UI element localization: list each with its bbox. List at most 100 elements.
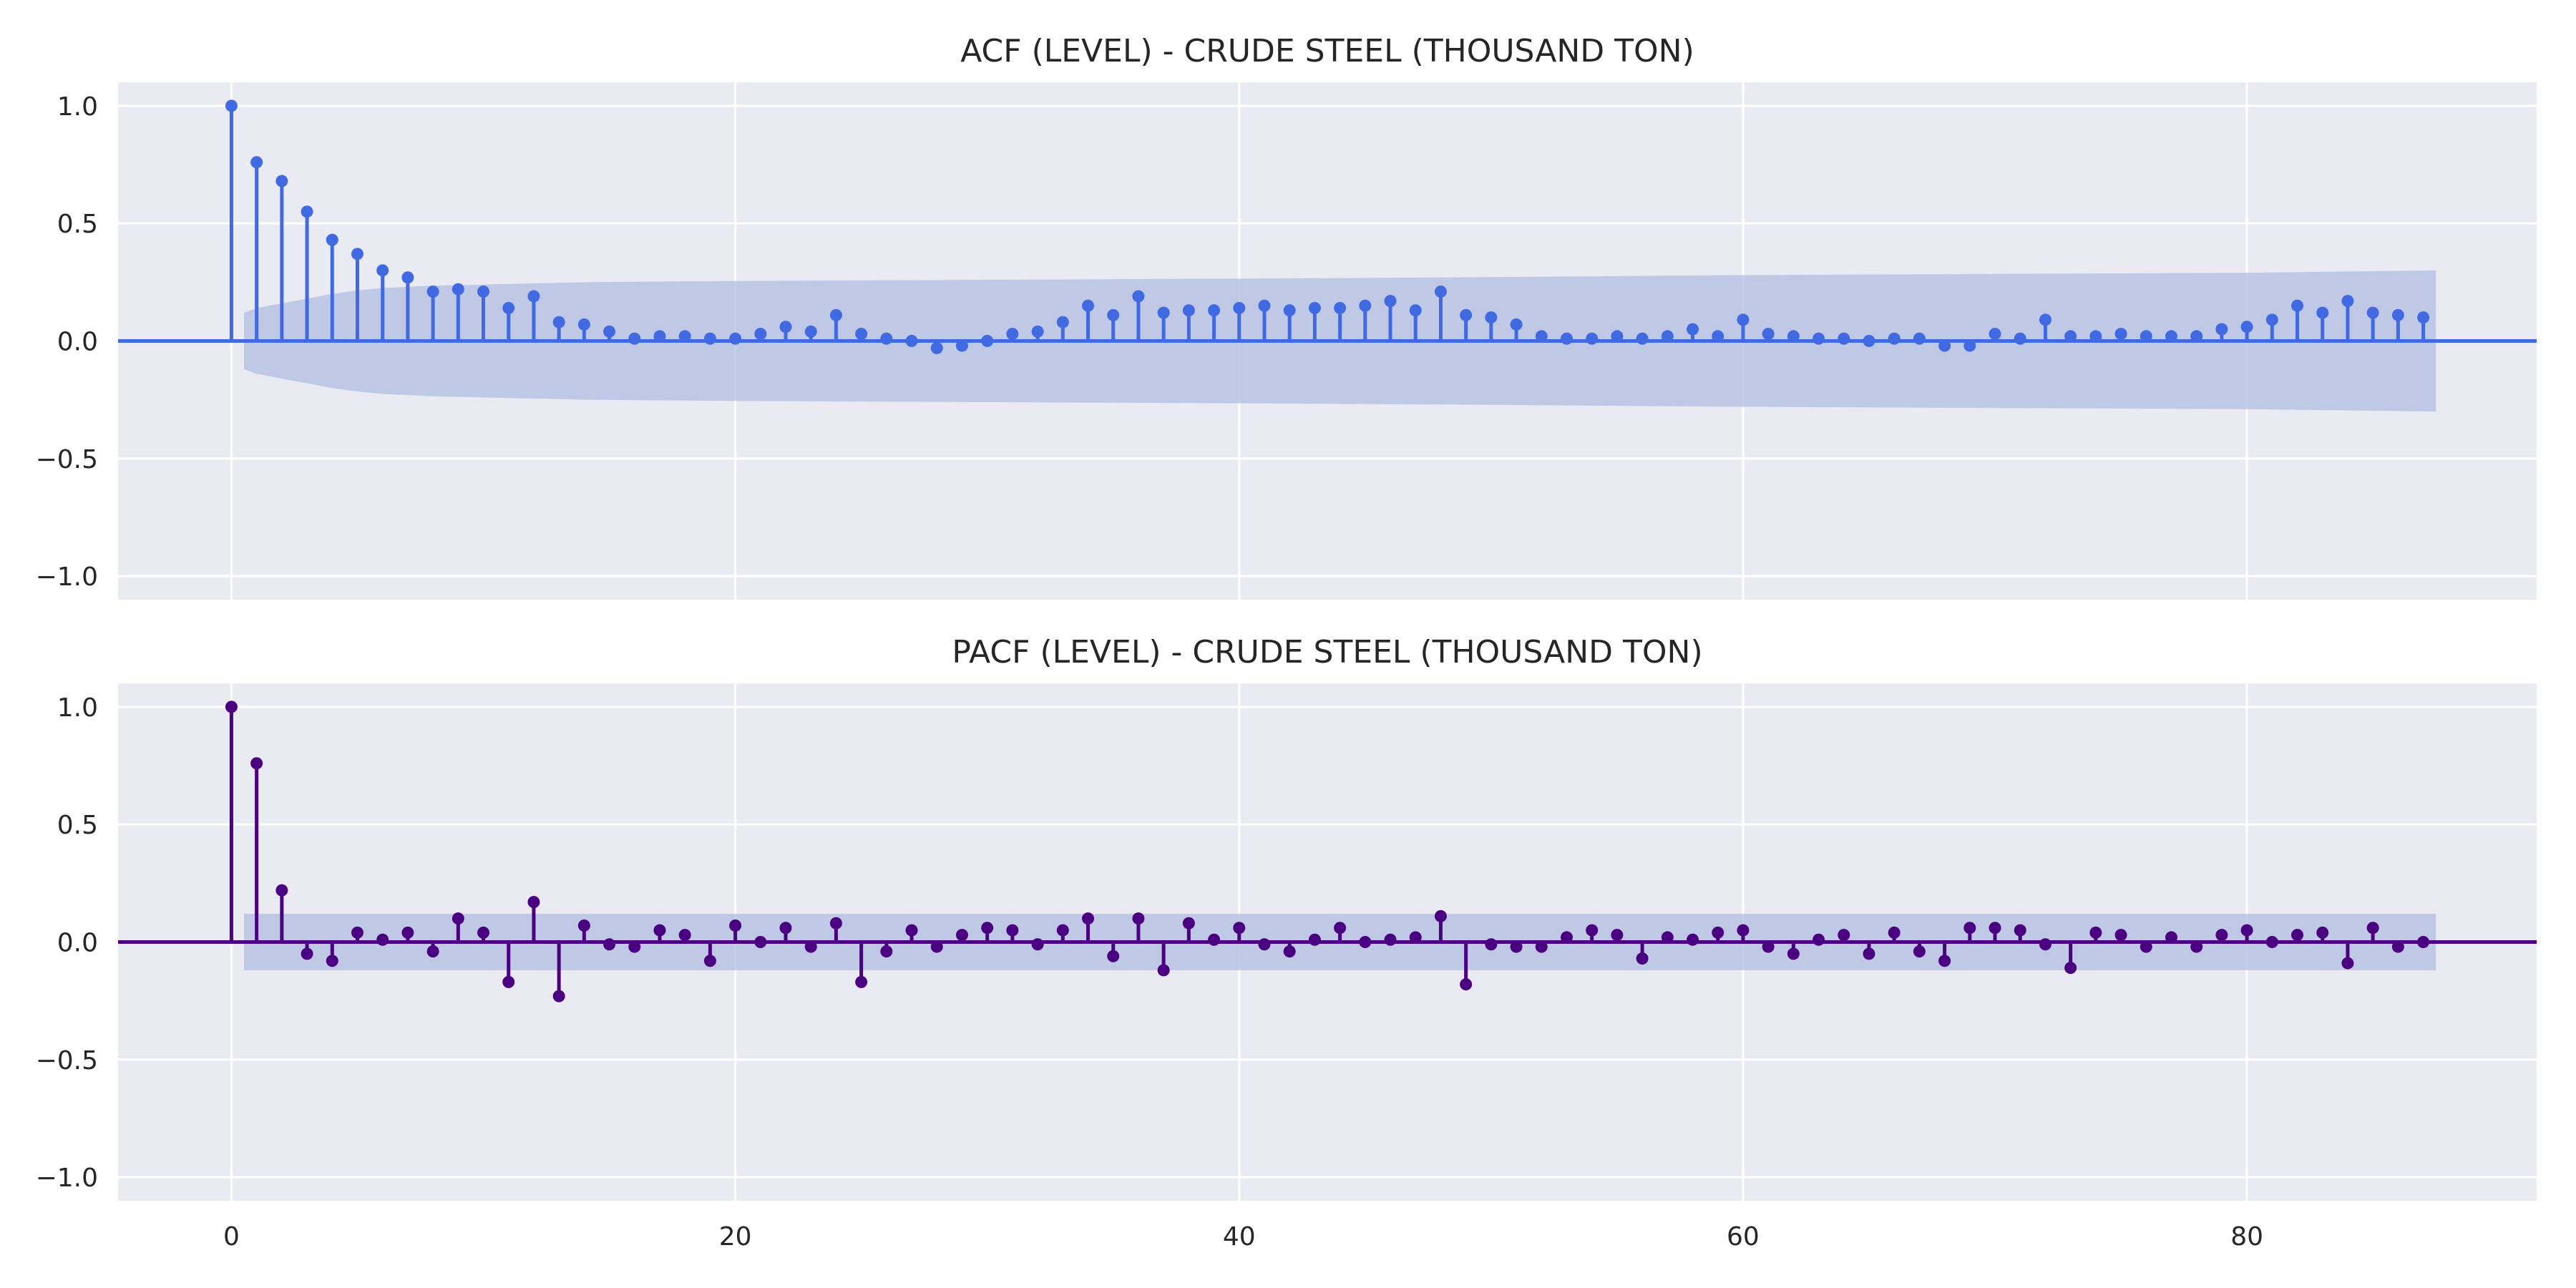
pacf-point	[754, 936, 767, 948]
pacf-point	[2215, 929, 2228, 942]
acf-point	[1560, 332, 1573, 345]
acf-point	[1107, 308, 1120, 321]
acf-point	[1334, 301, 1347, 314]
pacf-point	[250, 757, 263, 770]
acf-point	[1963, 339, 1976, 352]
pacf-point	[1737, 924, 1750, 937]
pacf-point	[1938, 955, 1951, 967]
acf-point	[225, 99, 238, 112]
acf-ytick-label: 0.5	[57, 210, 98, 239]
pacf-point	[1334, 922, 1347, 935]
acf-point	[1813, 332, 1825, 345]
acf-point	[1283, 304, 1296, 317]
pacf-point	[1460, 978, 1473, 991]
pacf-point	[2165, 931, 2177, 944]
pacf-point	[905, 924, 918, 937]
acf-point	[1233, 301, 1246, 314]
acf-point	[1586, 332, 1599, 345]
pacf-point	[1787, 947, 1800, 960]
pacf-point	[401, 926, 414, 939]
acf-point	[779, 321, 792, 333]
pacf-point	[880, 945, 893, 958]
acf-point	[250, 156, 263, 169]
acf-point	[2291, 299, 2304, 312]
acf-point	[2014, 332, 2026, 345]
pacf-point	[527, 896, 540, 909]
pacf-point	[729, 919, 742, 932]
acf-stems	[118, 99, 2537, 354]
acf-point	[1863, 335, 1875, 347]
acf-point	[552, 316, 565, 328]
pacf-point	[2140, 940, 2152, 953]
pacf-point	[2039, 938, 2051, 951]
pacf-point	[1082, 912, 1095, 925]
acf-point	[275, 175, 288, 187]
pacf-point	[1687, 933, 1699, 946]
pacf-point	[1258, 938, 1271, 951]
acf-point	[1434, 285, 1447, 298]
pacf-stems	[118, 701, 2537, 1002]
pacf-point	[603, 938, 616, 951]
acf-point	[1460, 308, 1473, 321]
acf-point	[1787, 330, 1800, 343]
pacf-ticks: 1.0 0.5 0.0 −0.5 −1.0 0 20 40 60 80	[36, 693, 2263, 1252]
pacf-point	[502, 975, 515, 988]
acf-ytick-label: 1.0	[57, 92, 98, 122]
pacf-point	[577, 919, 590, 932]
pacf-point	[1611, 929, 1624, 942]
acf-point	[1056, 316, 1069, 328]
pacf-point	[275, 884, 288, 897]
pacf-point	[2417, 936, 2430, 948]
pacf-point	[1485, 938, 1498, 951]
pacf-point	[2391, 940, 2404, 953]
acf-point	[1913, 332, 1926, 345]
acf-point	[1182, 304, 1195, 317]
pacf-point	[981, 922, 994, 935]
acf-point	[452, 283, 464, 296]
pacf-xtick-label: 0	[223, 1222, 240, 1252]
pacf-point	[1107, 950, 1120, 962]
acf-point	[1384, 295, 1397, 308]
pacf-point	[1813, 933, 1825, 946]
pacf-xtick-label: 60	[1727, 1222, 1760, 1252]
pacf-point	[225, 701, 238, 713]
acf-point	[905, 335, 918, 347]
acf-point	[1258, 299, 1271, 312]
acf-point	[1132, 290, 1145, 303]
acf-point	[426, 285, 439, 298]
acf-point	[1031, 325, 1044, 338]
acf-point	[2341, 295, 2354, 308]
pacf-ytick-label: −1.0	[36, 1163, 98, 1193]
pacf-point	[1182, 917, 1195, 930]
acf-point	[855, 328, 868, 341]
acf-point	[1636, 332, 1649, 345]
acf-point	[2039, 313, 2051, 326]
pacf-point	[1535, 940, 1548, 953]
pacf-point	[2341, 957, 2354, 970]
acf-point	[1006, 328, 1019, 341]
pacf-point	[1863, 947, 1875, 960]
acf-point	[1838, 332, 1850, 345]
pacf-point	[452, 912, 464, 925]
pacf-point	[2291, 929, 2304, 942]
pacf-point	[1208, 933, 1221, 946]
pacf-point	[1888, 926, 1901, 939]
acf-point	[1157, 306, 1170, 319]
acf-ytick-label: −0.5	[36, 445, 98, 474]
pacf-point	[1056, 924, 1069, 937]
acf-point	[1687, 323, 1699, 336]
pacf-ytick-label: 0.5	[57, 811, 98, 840]
acf-point	[1485, 311, 1498, 324]
acf-point	[351, 248, 364, 260]
pacf-point	[1434, 909, 1447, 922]
pacf-point	[1006, 924, 1019, 937]
pacf-panel: 1.0 0.5 0.0 −0.5 −1.0 0 20 40 60 80 PACF (LEVEL) …	[36, 634, 2537, 1252]
acf-point	[1308, 301, 1321, 314]
acf-point	[1611, 330, 1624, 343]
acf-point	[2089, 330, 2102, 343]
pacf-ytick-label: 1.0	[57, 693, 98, 723]
pacf-point	[653, 924, 666, 937]
pacf-point	[855, 975, 868, 988]
acf-point	[1535, 330, 1548, 343]
acf-point	[703, 332, 716, 345]
